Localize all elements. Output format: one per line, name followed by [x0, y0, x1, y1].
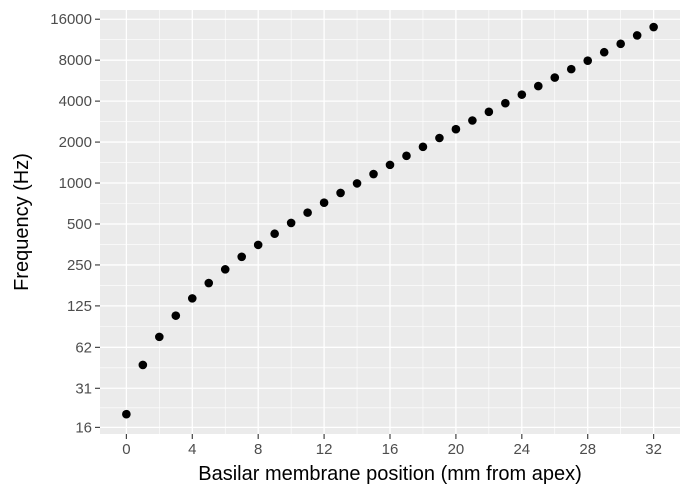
data-point — [220, 265, 230, 274]
data-point — [204, 278, 214, 288]
data-point — [550, 73, 560, 82]
y-tick-label: 125 — [67, 298, 92, 315]
data-point — [484, 107, 494, 117]
data-points — [122, 22, 658, 419]
y-tick-label: 16 — [75, 419, 92, 436]
y-tick-label: 500 — [67, 216, 92, 233]
x-tick-label: 8 — [254, 441, 262, 458]
data-point — [187, 294, 197, 303]
data-point — [583, 56, 593, 65]
data-point — [171, 311, 181, 320]
y-tick-label: 8000 — [59, 52, 92, 69]
data-point — [352, 179, 362, 188]
data-point — [649, 22, 658, 32]
y-tick-label: 16000 — [50, 11, 92, 28]
major-grid — [100, 10, 680, 434]
data-point — [533, 81, 543, 91]
x-tick-label: 0 — [122, 441, 130, 458]
data-point — [468, 116, 477, 125]
data-point — [599, 47, 609, 57]
x-tick-label: 20 — [448, 441, 465, 458]
y-axis: 16 31 62 125 250 500 1000 2000 4000 8000 16000 — [50, 11, 100, 436]
x-tick-label: 32 — [645, 441, 662, 458]
data-point — [566, 64, 576, 74]
y-tick-label: 62 — [75, 339, 92, 356]
y-tick-label: 31 — [75, 380, 92, 397]
data-point — [155, 332, 164, 342]
y-tick-label: 4000 — [59, 93, 92, 110]
y-axis-title: Frequency (Hz) — [11, 153, 33, 291]
y-tick-label: 250 — [67, 257, 92, 274]
data-point — [138, 360, 148, 370]
data-point — [616, 39, 625, 49]
x-axis-title: Basilar membrane position (mm from apex) — [198, 463, 581, 485]
x-tick-label: 4 — [188, 441, 196, 458]
data-point — [237, 252, 247, 262]
data-point — [122, 409, 131, 419]
x-tick-label: 16 — [382, 441, 399, 458]
data-point — [336, 188, 345, 198]
x-tick-label: 28 — [579, 441, 596, 458]
data-point — [435, 133, 444, 143]
y-tick-label: 1000 — [59, 175, 92, 192]
data-point — [385, 160, 395, 170]
data-point — [303, 208, 312, 217]
data-point — [418, 142, 428, 152]
data-point — [319, 198, 329, 207]
data-point — [369, 169, 378, 179]
y-tick-label: 2000 — [59, 134, 92, 151]
x-tick-label: 12 — [316, 441, 333, 458]
data-point — [632, 31, 642, 40]
data-point — [270, 229, 279, 239]
data-point — [286, 218, 296, 228]
x-tick-label: 24 — [513, 441, 530, 458]
x-axis: 0 4 8 12 16 20 24 28 32 — [122, 434, 662, 458]
data-point — [501, 98, 510, 108]
data-point — [402, 151, 411, 161]
data-point — [253, 240, 263, 250]
data-point — [517, 90, 527, 99]
data-point — [451, 124, 461, 134]
